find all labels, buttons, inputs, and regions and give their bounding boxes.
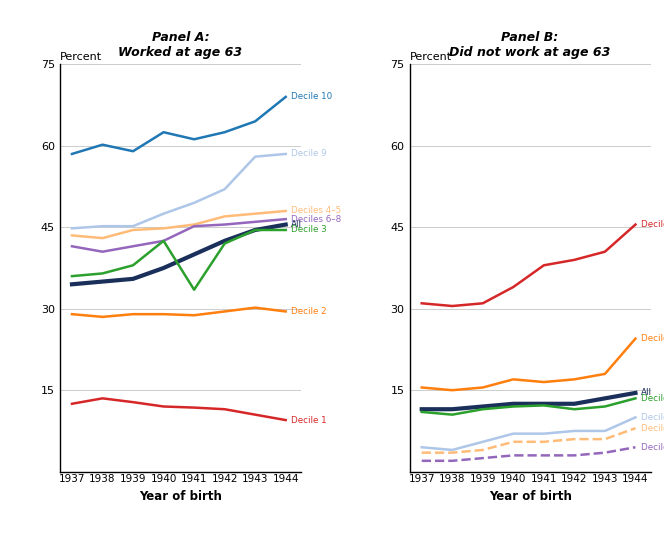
Text: Decile 2: Decile 2 [291,307,327,316]
Text: Decile 10: Decile 10 [291,92,333,101]
Text: Percent: Percent [60,53,102,62]
Title: Panel A:
Worked at age 63: Panel A: Worked at age 63 [118,31,242,59]
Text: Deciles 4–5: Deciles 4–5 [291,206,341,215]
Text: All: All [641,389,652,397]
Text: Decile 3: Decile 3 [641,394,664,403]
Text: All: All [291,220,302,229]
Text: Decile 6: Decile 6 [641,443,664,452]
Text: Decile 1: Decile 1 [641,220,664,229]
Text: Decile 1: Decile 1 [291,415,327,425]
Title: Panel B:
Did not work at age 63: Panel B: Did not work at age 63 [450,31,611,59]
X-axis label: Year of birth: Year of birth [139,490,222,503]
Text: Decile 9: Decile 9 [291,150,327,159]
Text: Decile 3: Decile 3 [291,226,327,234]
Text: Deciles 4–5, 7–9: Deciles 4–5, 7–9 [641,424,664,433]
Text: Decile 10: Decile 10 [641,413,664,422]
Text: Deciles 6–8: Deciles 6–8 [291,214,341,224]
Text: Percent: Percent [410,53,452,62]
Text: Decile 2: Decile 2 [641,334,664,343]
X-axis label: Year of birth: Year of birth [489,490,572,503]
